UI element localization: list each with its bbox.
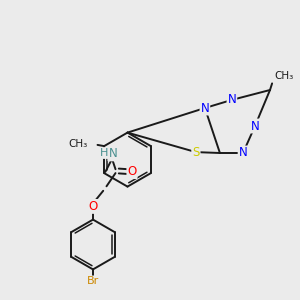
Text: N: N — [200, 101, 209, 115]
Text: N: N — [250, 119, 260, 133]
Text: O: O — [128, 165, 136, 178]
Text: N: N — [108, 147, 117, 161]
Text: Br: Br — [87, 276, 99, 286]
Text: N: N — [238, 146, 247, 160]
Text: CH₃: CH₃ — [69, 139, 88, 149]
Text: N: N — [227, 93, 236, 106]
Text: CH₃: CH₃ — [274, 71, 294, 81]
Text: O: O — [88, 200, 98, 213]
Text: S: S — [192, 146, 200, 159]
Text: H: H — [100, 148, 108, 158]
